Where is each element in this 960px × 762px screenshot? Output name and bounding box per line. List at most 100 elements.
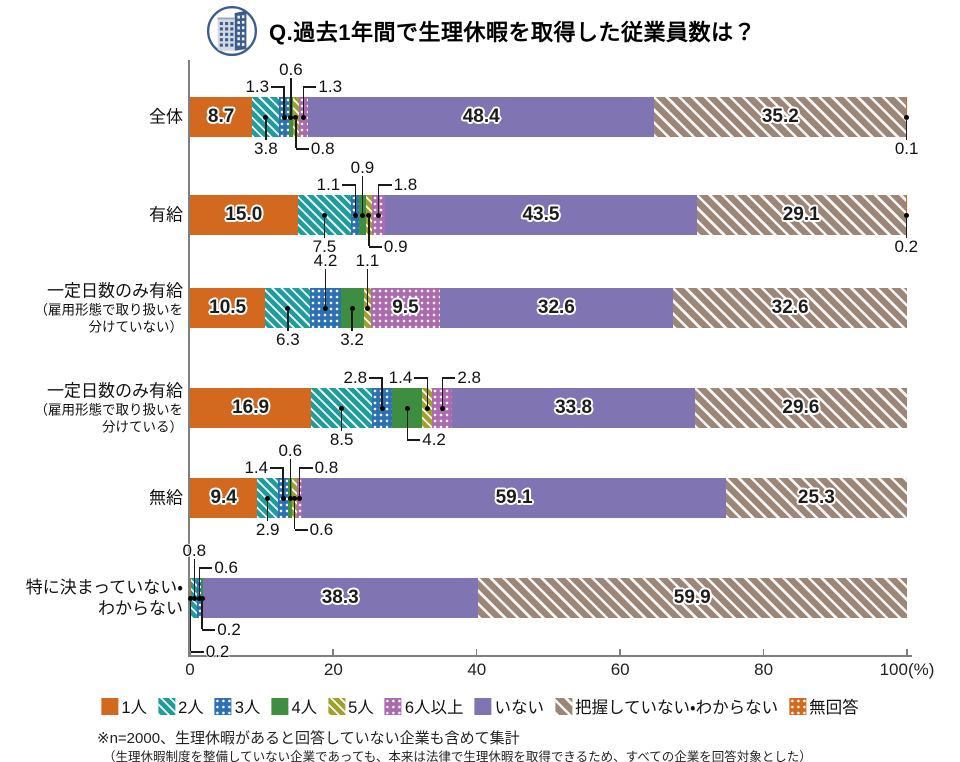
legend-item: 無回答 xyxy=(789,694,859,718)
callout-dot xyxy=(439,405,445,411)
callout-label: 3.8 xyxy=(254,139,278,158)
bar-segment-把握していない・わからない xyxy=(696,195,906,235)
callout-leader xyxy=(442,377,456,379)
callout-leader xyxy=(266,500,269,521)
callout-dot xyxy=(339,405,345,411)
callout-leader xyxy=(270,467,284,469)
axis-tick-label: 100(%) xyxy=(879,660,935,679)
callout-leader xyxy=(351,310,353,331)
callout-label: 1.1 xyxy=(355,251,380,270)
callout-leader xyxy=(298,467,301,496)
callout-label: 0.2 xyxy=(205,642,230,661)
callout-label: 0.6 xyxy=(214,558,238,577)
callout-label: 0.1 xyxy=(894,139,919,158)
row-label: 一定日数のみ有給 （雇用形態で取り扱いを 分けている） xyxy=(0,381,184,436)
callout-label: 4.2 xyxy=(313,251,338,270)
axis-tick xyxy=(906,649,908,655)
callout-leader xyxy=(340,410,343,431)
bar-value-label: 38.3 xyxy=(321,587,359,608)
callout-dot xyxy=(281,114,287,120)
bar-value-label: 43.5 xyxy=(522,204,560,225)
callout-leader xyxy=(354,184,357,213)
bar-segment-いない xyxy=(202,578,478,618)
callout-label: 0.8 xyxy=(314,458,339,477)
callout-dot xyxy=(366,212,372,218)
legend-label: 5人 xyxy=(348,699,374,717)
callout-leader xyxy=(407,439,421,441)
callout-dot xyxy=(297,495,303,501)
callout-dot xyxy=(321,212,327,218)
callout-dot xyxy=(376,212,382,218)
axis-tick-label: 40 xyxy=(467,660,487,679)
callout-dot xyxy=(263,114,269,120)
callout-leader xyxy=(282,467,284,496)
footnote-2: （生理休暇制度を整備していない企業であっても、本来は法律で生理休暇を取得できるた… xyxy=(103,750,812,762)
callout-label: 0.6 xyxy=(309,520,334,539)
callout-label: 2.8 xyxy=(457,368,482,387)
callout-dot xyxy=(292,495,298,501)
row-label-line: 一定日数のみ有給 xyxy=(47,381,183,401)
callout-leader xyxy=(193,559,196,596)
callout-label: 7.5 xyxy=(312,237,337,256)
callout-leader xyxy=(303,86,317,88)
callout-leader xyxy=(201,600,203,629)
callout-leader xyxy=(342,184,356,186)
callout-label: 0.8 xyxy=(310,139,335,158)
callout-leader xyxy=(324,269,327,306)
callout-leader xyxy=(361,176,364,213)
callout-leader xyxy=(369,377,383,379)
callout-label: 1.4 xyxy=(244,458,269,477)
callout-label: 0.2 xyxy=(217,620,241,639)
legend-swatch xyxy=(555,697,572,715)
callout-leader xyxy=(290,78,292,115)
callout-dot xyxy=(199,595,205,601)
callout-leader xyxy=(202,629,216,631)
bar-segment-いない xyxy=(308,97,655,137)
bar-segment-1人 xyxy=(190,195,298,235)
callout-dot xyxy=(379,405,385,411)
bar-segment-把握していない・わからない xyxy=(725,478,907,518)
bar-segment-いない xyxy=(439,288,674,328)
callout-dot xyxy=(288,114,294,120)
callout-dot xyxy=(300,114,306,120)
legend-swatch xyxy=(328,697,346,715)
bar-value-label: 33.8 xyxy=(555,397,593,418)
axis-tick xyxy=(619,649,621,655)
page-title: Q.過去1年間で生理休暇を取得した従業員数は？ xyxy=(269,20,756,45)
callout-leader xyxy=(199,567,213,569)
legend-label: 無回答 xyxy=(809,699,859,717)
callout-leader xyxy=(190,651,204,653)
legend-swatch xyxy=(474,697,492,715)
legend-label: 2人 xyxy=(178,699,204,717)
y-axis-line xyxy=(188,60,190,656)
row-label-line: 有給 xyxy=(149,205,183,225)
row-label: 特に決まっていない・ わからない xyxy=(0,577,183,619)
callout-label: 2.9 xyxy=(255,520,280,539)
callout-label: 0.9 xyxy=(350,158,375,177)
bar-value-label: 16.9 xyxy=(232,397,270,418)
bar-value-label: 9.5 xyxy=(392,297,419,318)
bar-value-label: 59.9 xyxy=(673,587,711,608)
callout-leader xyxy=(378,184,392,186)
legend-label: 1人 xyxy=(121,699,148,717)
callout-leader xyxy=(426,377,429,406)
row-label-line: 分けていない） xyxy=(88,319,184,335)
legend-swatch xyxy=(384,697,402,715)
row-label-line: わからない xyxy=(98,599,183,618)
callout-leader xyxy=(271,86,285,88)
callout-dot xyxy=(323,305,328,311)
callout-label: 4.2 xyxy=(422,430,446,449)
callout-dot xyxy=(188,595,194,601)
bar-value-label: 29.6 xyxy=(782,397,820,418)
row-label-line: 無給 xyxy=(149,488,183,508)
axis-tick xyxy=(762,649,765,655)
row-label-line: 一定日数のみ有給 xyxy=(47,281,183,301)
callout-leader xyxy=(366,269,369,306)
row-label-line: （雇用形態で取り扱いを xyxy=(34,402,184,418)
callout-dot xyxy=(285,305,291,311)
bar-value-label: 59.1 xyxy=(495,487,533,508)
callout-label: 0.2 xyxy=(894,237,919,256)
callout-label: 0.9 xyxy=(383,237,408,256)
bar-value-label: 32.6 xyxy=(771,297,809,318)
